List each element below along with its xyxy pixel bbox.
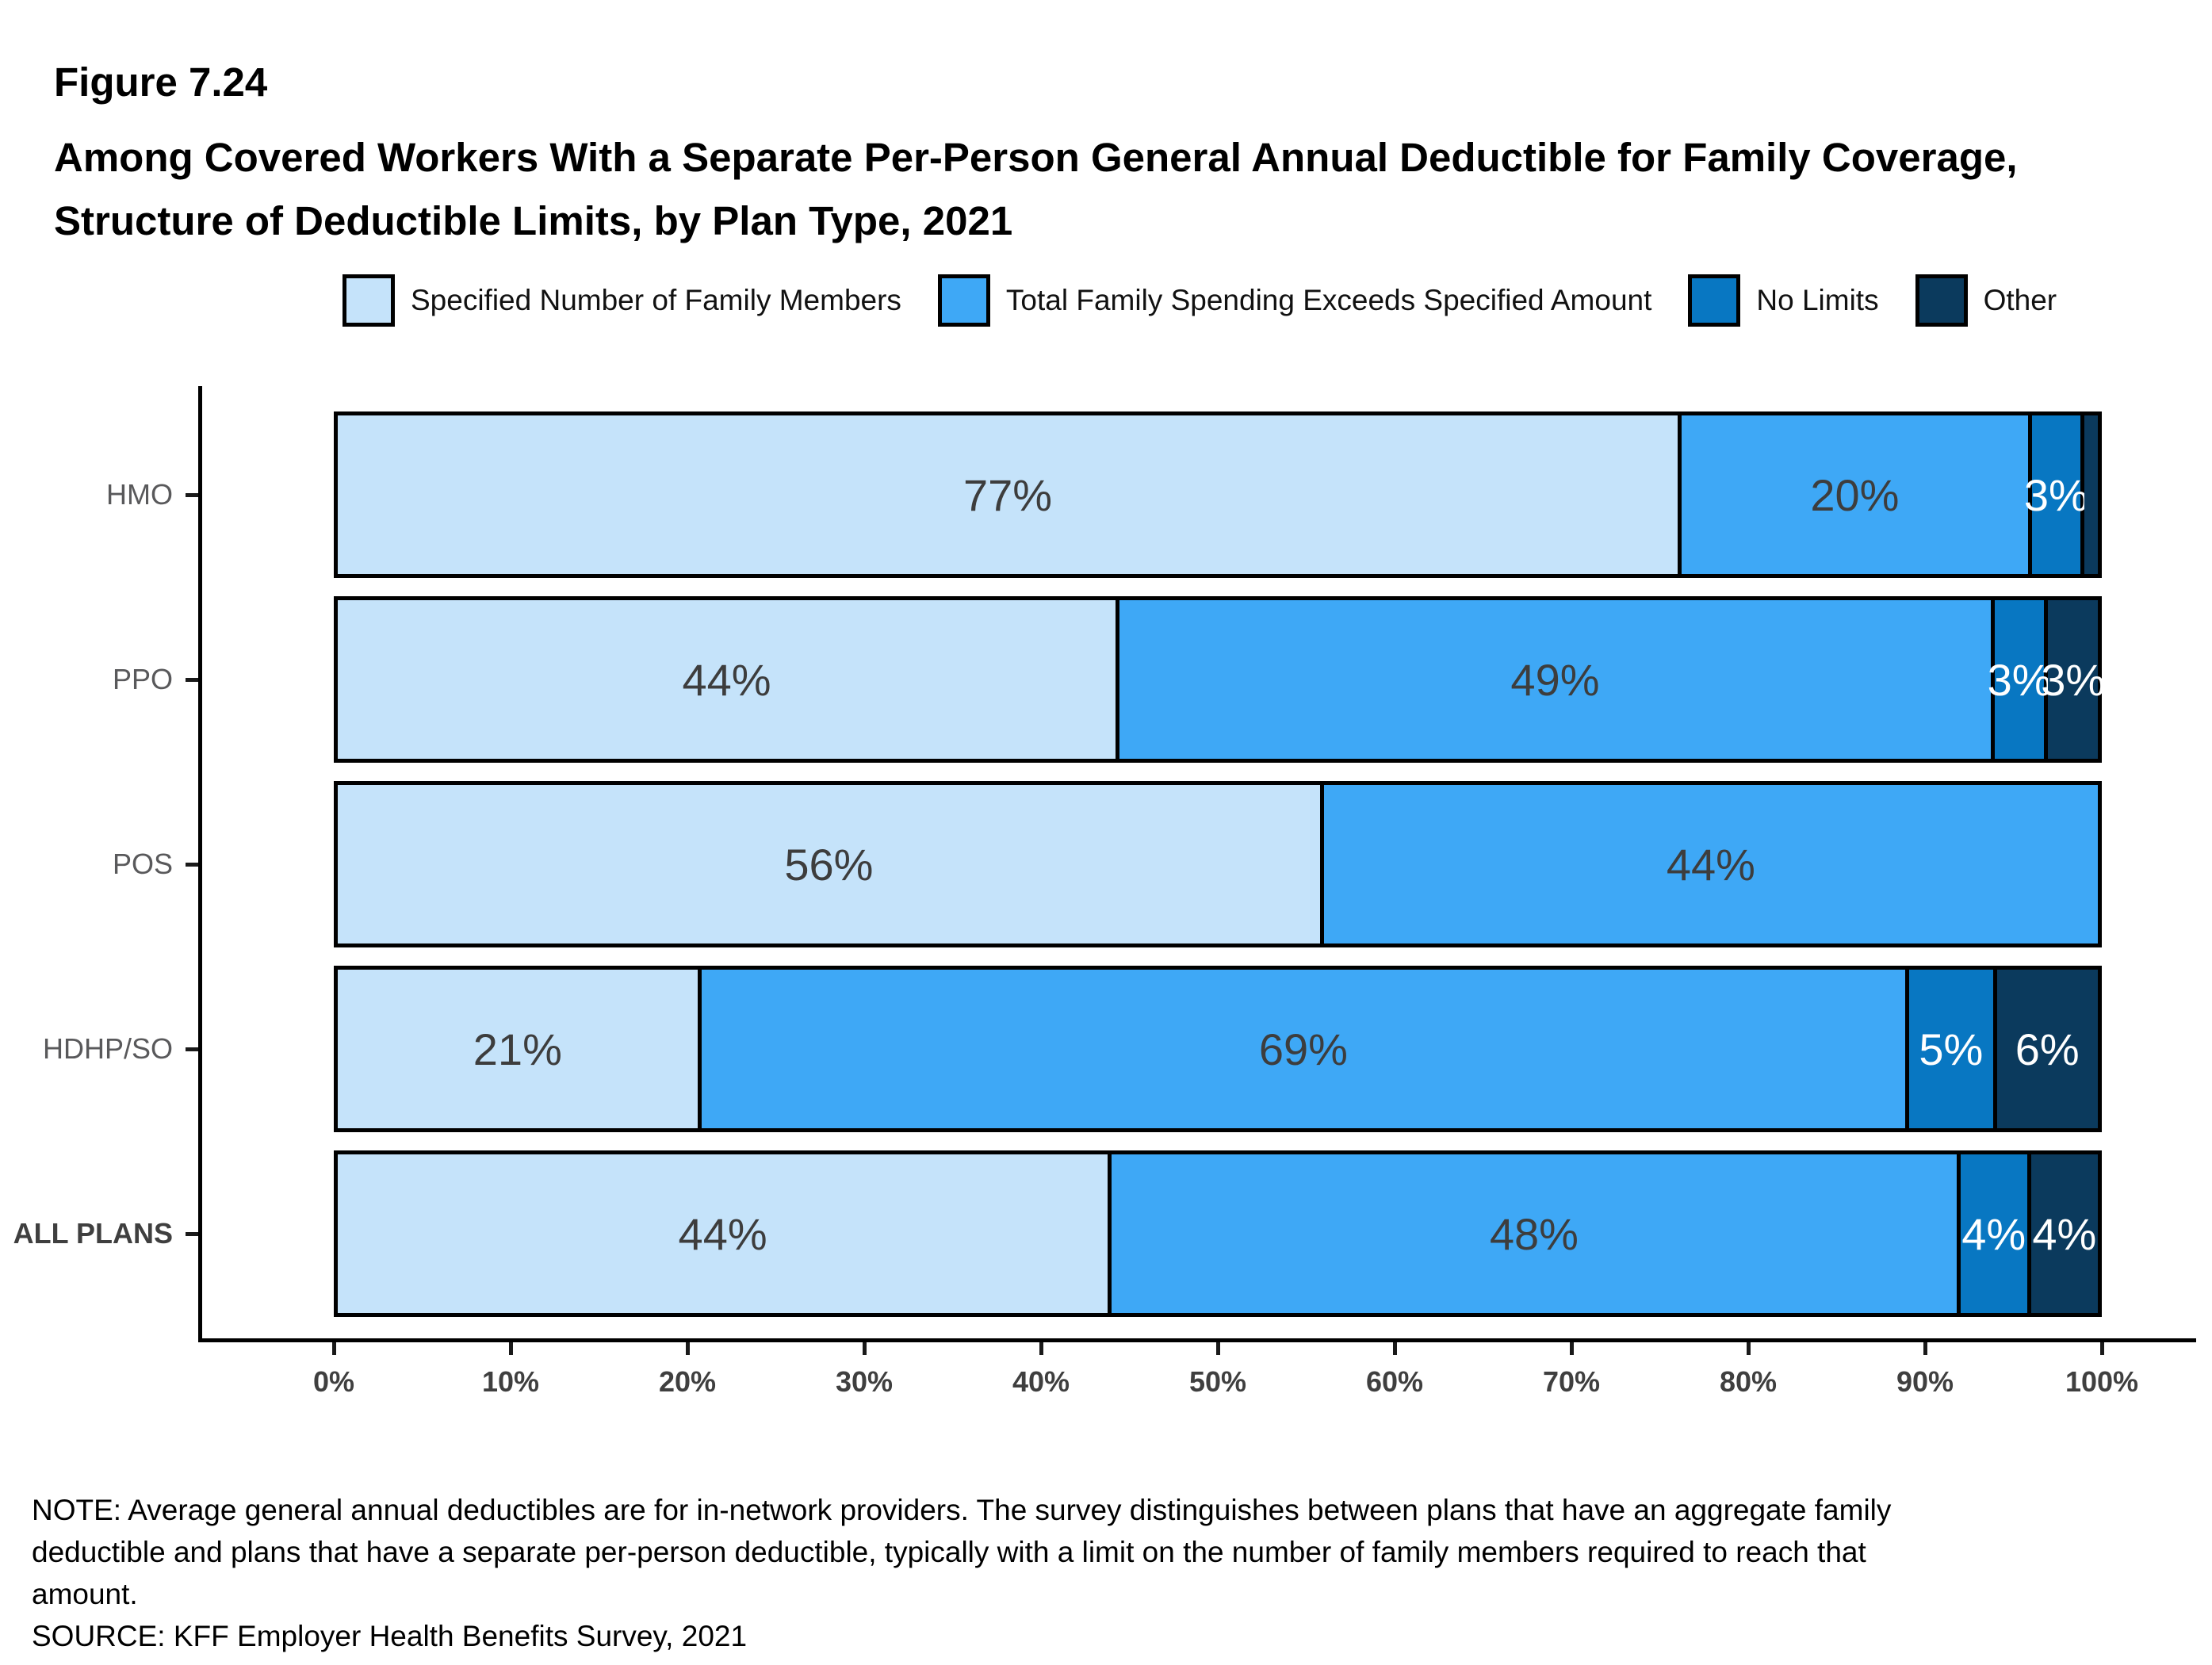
bar-segment-label: 56% xyxy=(784,839,874,890)
x-tick-label: 30% xyxy=(835,1365,894,1398)
bar-row-all-plans: 44% 48% 4% 4% xyxy=(334,1150,2102,1317)
x-tick-label: 20% xyxy=(658,1365,717,1398)
x-tick-mark xyxy=(1747,1342,1751,1355)
bar-segment-pos-total-family-spending-exceeds-specified-amount: 44% xyxy=(1323,781,2102,947)
bar-segment-ppo-specified-number-of-family-members: 44% xyxy=(334,596,1120,763)
bar-segment-label: 49% xyxy=(1510,654,1600,705)
bar-segment-hdhp-so-total-family-spending-exceeds-specified-amount: 69% xyxy=(701,966,1910,1132)
x-tick-mark xyxy=(1216,1342,1220,1355)
x-tick-label: 40% xyxy=(1012,1365,1070,1398)
bar-segment-label: 3% xyxy=(2041,654,2106,705)
x-tick-label: 60% xyxy=(1365,1365,1424,1398)
legend-item-no-limits: No Limits xyxy=(1688,274,1879,327)
bar-segment-label: 77% xyxy=(963,469,1053,520)
chart-legend: Specified Number of Family Members Total … xyxy=(343,274,2057,327)
bar-segment-label: 48% xyxy=(1489,1208,1579,1259)
bar-segment-label: 44% xyxy=(678,1208,767,1259)
bar-segment-label: 5% xyxy=(1919,1024,1984,1074)
category-label-all-plans: ALL PLANS xyxy=(13,1217,173,1250)
x-tick-label: 10% xyxy=(481,1365,540,1398)
legend-swatch-icon xyxy=(1688,274,1741,327)
bar-segment-label: 44% xyxy=(682,654,771,705)
category-label-hdhp-so: HDHP/SO xyxy=(42,1032,173,1065)
x-tick-mark xyxy=(1039,1342,1043,1355)
bar-segment-label: 3% xyxy=(2023,469,2088,520)
x-tick-label: 0% xyxy=(312,1365,355,1398)
bar-row-ppo: 44% 49% 3% 3% xyxy=(334,596,2105,763)
bar-segment-hmo-no-limits: 3% xyxy=(2024,411,2088,578)
bar-row-hmo: 77% 20% 3% xyxy=(334,411,2102,578)
y-axis-line xyxy=(198,386,202,1342)
x-tick-label: 50% xyxy=(1188,1365,1247,1398)
legend-swatch-icon xyxy=(343,274,395,327)
bar-segment-hmo-other xyxy=(2084,411,2102,578)
x-tick-label: 70% xyxy=(1542,1365,1601,1398)
bar-segment-label: 69% xyxy=(1258,1024,1348,1074)
category-tick xyxy=(186,1232,198,1236)
x-tick-label: 100% xyxy=(2065,1365,2139,1398)
bar-segment-label: 4% xyxy=(2032,1208,2097,1259)
chart-title: Among Covered Workers With a Separate Pe… xyxy=(54,135,2018,243)
category-tick xyxy=(186,678,198,682)
bar-row-pos: 56% 44% xyxy=(334,781,2102,947)
bar-segment-all-plans-specified-number-of-family-members: 44% xyxy=(334,1150,1112,1317)
footnotes: NOTE: Average general annual deductibles… xyxy=(32,1489,1974,1657)
category-tick xyxy=(186,863,198,867)
source-text: SOURCE: KFF Employer Health Benefits Sur… xyxy=(32,1620,748,1652)
legend-label: Other xyxy=(1983,284,2057,316)
legend-swatch-icon xyxy=(937,274,990,327)
x-tick-mark xyxy=(686,1342,690,1355)
bar-segment-pos-specified-number-of-family-members: 56% xyxy=(334,781,1324,947)
legend-label: No Limits xyxy=(1756,284,1879,316)
bar-segment-hmo-total-family-spending-exceeds-specified-amount: 20% xyxy=(1682,411,2032,578)
bar-segment-hmo-specified-number-of-family-members: 77% xyxy=(334,411,1682,578)
bar-row-hdhp-so: 21% 69% 5% 6% xyxy=(334,966,2102,1132)
bar-segment-label: 20% xyxy=(1810,469,1900,520)
category-tick xyxy=(186,493,198,497)
legend-label: Total Family Spending Exceeds Specified … xyxy=(1005,284,1652,316)
title-block: Figure 7.24 Among Covered Workers With a… xyxy=(54,59,2084,253)
bar-segment-ppo-total-family-spending-exceeds-specified-amount: 49% xyxy=(1119,596,1995,763)
x-tick-mark xyxy=(1923,1342,1927,1355)
x-tick-label: 90% xyxy=(1896,1365,1954,1398)
x-tick-label: 80% xyxy=(1719,1365,1778,1398)
category-tick xyxy=(186,1047,198,1051)
category-label-hmo: HMO xyxy=(106,478,173,511)
legend-swatch-icon xyxy=(1915,274,1968,327)
note-text: NOTE: Average general annual deductibles… xyxy=(32,1494,1892,1610)
bar-segment-label: 6% xyxy=(2015,1024,2080,1074)
legend-item-specified-number-of-family-members: Specified Number of Family Members xyxy=(343,274,901,327)
bar-segment-label: 3% xyxy=(1987,654,2052,705)
legend-item-other: Other xyxy=(1915,274,2057,327)
figure-number: Figure 7.24 xyxy=(54,59,268,105)
bar-segment-label: 44% xyxy=(1666,839,1755,890)
category-label-pos: POS xyxy=(112,848,173,880)
x-tick-mark xyxy=(1393,1342,1397,1355)
bar-segment-label: 21% xyxy=(473,1024,562,1074)
bar-segment-ppo-other: 3% xyxy=(2041,596,2105,763)
bar-segment-all-plans-total-family-spending-exceeds-specified-amount: 48% xyxy=(1112,1150,1961,1317)
bar-segment-hdhp-so-other: 6% xyxy=(1996,966,2102,1132)
x-tick-mark xyxy=(509,1342,513,1355)
bar-segment-ppo-no-limits: 3% xyxy=(1988,596,2052,763)
x-tick-mark xyxy=(1570,1342,1574,1355)
x-tick-mark xyxy=(863,1342,867,1355)
x-tick-mark xyxy=(332,1342,336,1355)
bar-segment-all-plans-no-limits: 4% xyxy=(1960,1150,2031,1317)
bar-segment-label: 4% xyxy=(1961,1208,2026,1259)
legend-label: Specified Number of Family Members xyxy=(411,284,901,316)
bar-segment-hdhp-so-no-limits: 5% xyxy=(1909,966,1997,1132)
category-label-ppo: PPO xyxy=(112,663,173,695)
legend-item-total-family-spending-exceeds-specified-amount: Total Family Spending Exceeds Specified … xyxy=(937,274,1652,327)
bar-segment-hdhp-so-specified-number-of-family-members: 21% xyxy=(334,966,702,1132)
bar-segment-all-plans-other: 4% xyxy=(2030,1150,2102,1317)
x-axis-line xyxy=(198,1338,2196,1342)
x-tick-mark xyxy=(2100,1342,2104,1355)
